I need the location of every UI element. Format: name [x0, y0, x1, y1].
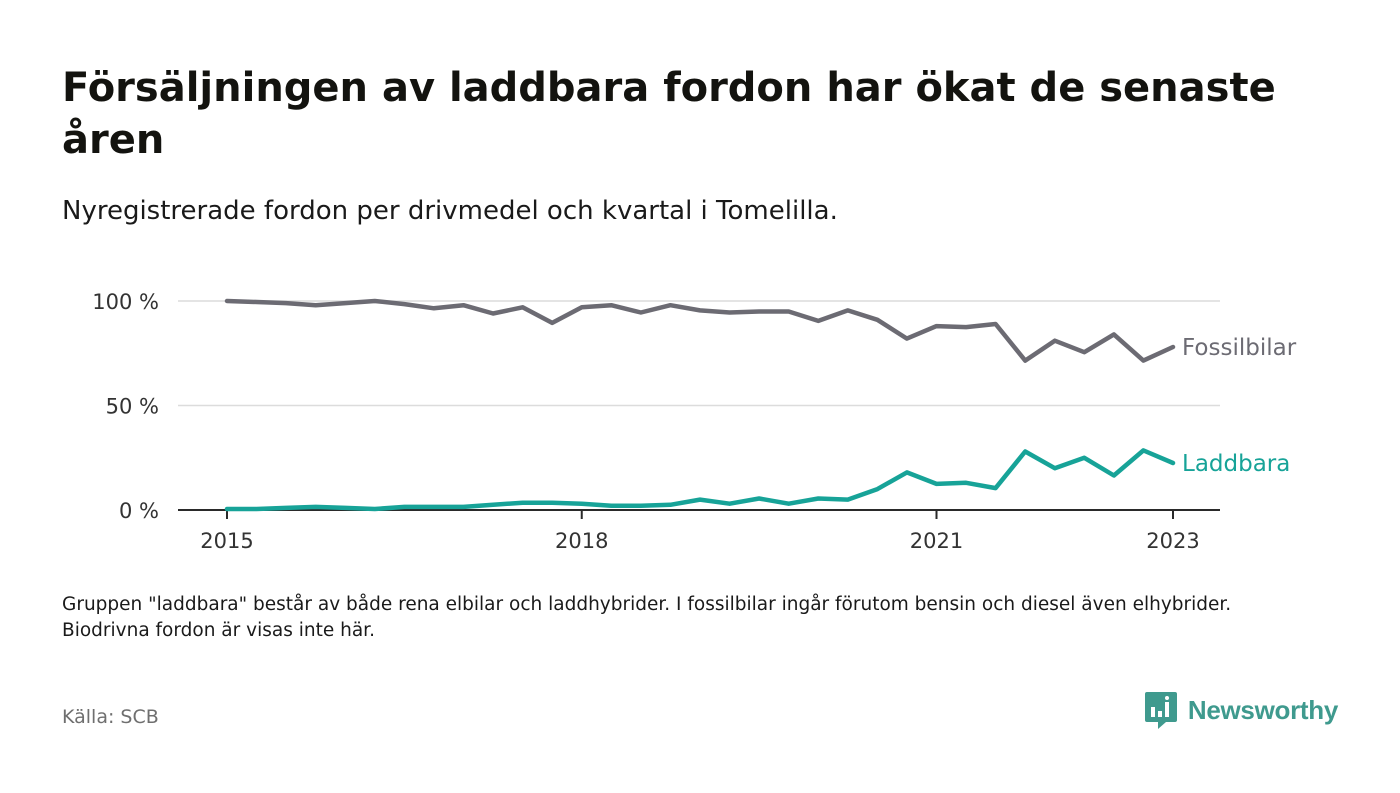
y-tick-label: 100 % — [92, 290, 159, 314]
x-tick-label: 2018 — [555, 529, 608, 553]
footnote: Gruppen "laddbara" består av både rena e… — [62, 594, 1232, 641]
series-label-fossilbilar: Fossilbilar — [1182, 335, 1297, 361]
x-axis-ticks: 2015 2018 2021 2023 — [200, 510, 1200, 553]
x-tick-label: 2015 — [200, 529, 253, 553]
source-note: Källa: SCB — [62, 706, 159, 728]
brand-logo[interactable]: Newsworthy — [1144, 690, 1338, 730]
chart-title: Försäljningen av laddbara fordon har öka… — [62, 65, 1276, 163]
x-tick-label: 2023 — [1146, 529, 1199, 553]
series-labels: Fossilbilar Laddbara — [1182, 335, 1297, 477]
series-line-laddbara — [224, 448, 1176, 512]
line-chart: 0 % 50 % 100 % 2015 2018 2021 2023 Fossilbila… — [92, 290, 1297, 553]
bar-chart-logo-icon — [1144, 692, 1177, 729]
series-line-fossilbilar — [224, 298, 1176, 363]
y-axis-ticks: 0 % 50 % 100 % — [92, 290, 159, 523]
series-label-laddbara: Laddbara — [1182, 451, 1290, 477]
chart-subtitle: Nyregistrerade fordon per drivmedel och … — [62, 196, 838, 226]
brand-name: Newsworthy — [1187, 694, 1338, 725]
y-tick-label: 50 % — [106, 395, 159, 419]
series-lines — [224, 298, 1176, 512]
gridlines — [178, 300, 1220, 407]
y-tick-label: 0 % — [119, 499, 159, 523]
x-tick-label: 2021 — [910, 529, 963, 553]
